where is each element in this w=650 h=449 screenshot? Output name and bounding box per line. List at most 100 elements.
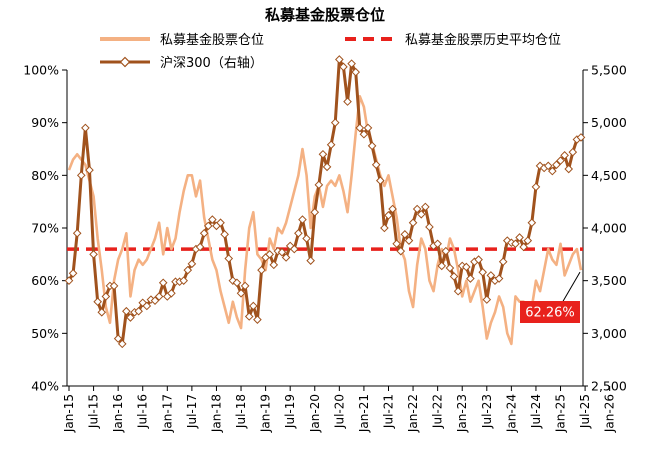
x-tick-label: Jul-19 [283,394,297,429]
y-left-tick-label: 90% [31,115,59,130]
index-point [326,140,336,150]
index-point [388,204,397,214]
index-point [335,55,344,64]
index-point [478,267,488,277]
x-tick-label: Jan-25 [554,394,568,433]
index-point [462,262,471,272]
index-point [154,292,164,301]
x-tick-label: Jul-15 [87,394,101,429]
index-point [187,259,197,269]
x-tick-label: Jul-18 [234,394,248,429]
x-tick-label: Jul-25 [578,394,592,429]
series-position [67,95,583,346]
x-tick-label: Jan-19 [259,394,273,433]
index-point [281,253,291,262]
index-point [425,222,434,232]
index-point [142,301,152,311]
x-tick-label: Jan-20 [308,394,322,433]
index-point [101,292,111,301]
index-point [498,257,508,267]
index-point [330,118,340,127]
index-point [269,260,279,270]
annotation-box [520,301,580,323]
index-point [474,255,483,264]
index-point [564,164,574,174]
index-point [203,221,213,231]
legend-label-index: 沪深300（右轴） [160,55,263,71]
index-point [543,161,553,171]
index-point [396,246,406,256]
annotation: 62.26% [520,271,581,323]
index-point [375,176,385,185]
index-point [64,276,74,285]
index-point [76,171,86,180]
index-point [183,265,193,275]
x-tick-label: Jul-23 [480,394,494,429]
index-point [302,234,311,243]
index-point [216,218,225,228]
index-point [220,230,229,239]
x-tick-label: Jan-23 [455,394,469,433]
index-point [138,298,148,308]
index-point [408,218,418,228]
x-tick-label: Jul-22 [431,394,445,429]
index-point [208,215,217,224]
index-point [519,242,528,252]
index-point [371,160,381,170]
index-point [343,97,352,106]
y-left-tick-label: 60% [31,273,59,288]
index-point [257,265,266,275]
x-tick-label: Jul-17 [185,394,199,429]
legend: 私募基金股票仓位 私募基金股票历史平均仓位 沪深300（右轴） [100,32,561,71]
index-point [68,268,78,278]
index-point [150,296,160,305]
x-tick-label: Jan-24 [504,394,518,433]
index-point [523,236,533,245]
index-point [347,59,356,68]
index-point [167,288,176,298]
series-index [64,55,586,349]
index-point [404,236,414,245]
x-tick-label: Jul-24 [529,394,543,429]
index-point [224,254,234,263]
index-point [322,162,332,172]
index-point [339,62,348,72]
index-point [515,233,524,242]
index-point [392,239,401,249]
index-point [85,165,94,175]
index-point [380,223,389,233]
index-point [412,204,422,214]
index-point [568,147,578,157]
legend-marker-index [119,56,131,68]
index-point [253,315,262,324]
index-point [236,288,246,298]
index-point [158,278,168,288]
legend-label-position: 私募基金股票仓位 [160,32,264,48]
y-right-tick-label: 4,000 [591,221,627,236]
index-point [400,230,410,239]
index-point [314,180,324,190]
x-tick-label: Jul-16 [136,394,150,429]
index-point [576,133,586,142]
index-point [449,272,459,281]
index-point [244,312,254,321]
y-left-tick-label: 100% [23,63,59,78]
y-right-tick-label: 3,500 [591,273,627,288]
index-point [531,182,541,192]
index-point [453,286,463,296]
x-tick-label: Jan-16 [111,394,125,433]
index-point [195,242,205,252]
index-point [511,239,520,249]
y-left-tick-label: 80% [31,168,59,183]
index-point [126,313,135,322]
index-point [445,263,455,273]
index-point [117,339,127,349]
y-left-tick-label: 40% [31,379,59,394]
x-tick-label: Jan-18 [209,394,223,433]
position-line [67,95,583,346]
y-right-tick-label: 4,500 [591,168,627,183]
index-point [310,207,320,217]
index-point [109,281,119,291]
index-point [482,295,492,304]
